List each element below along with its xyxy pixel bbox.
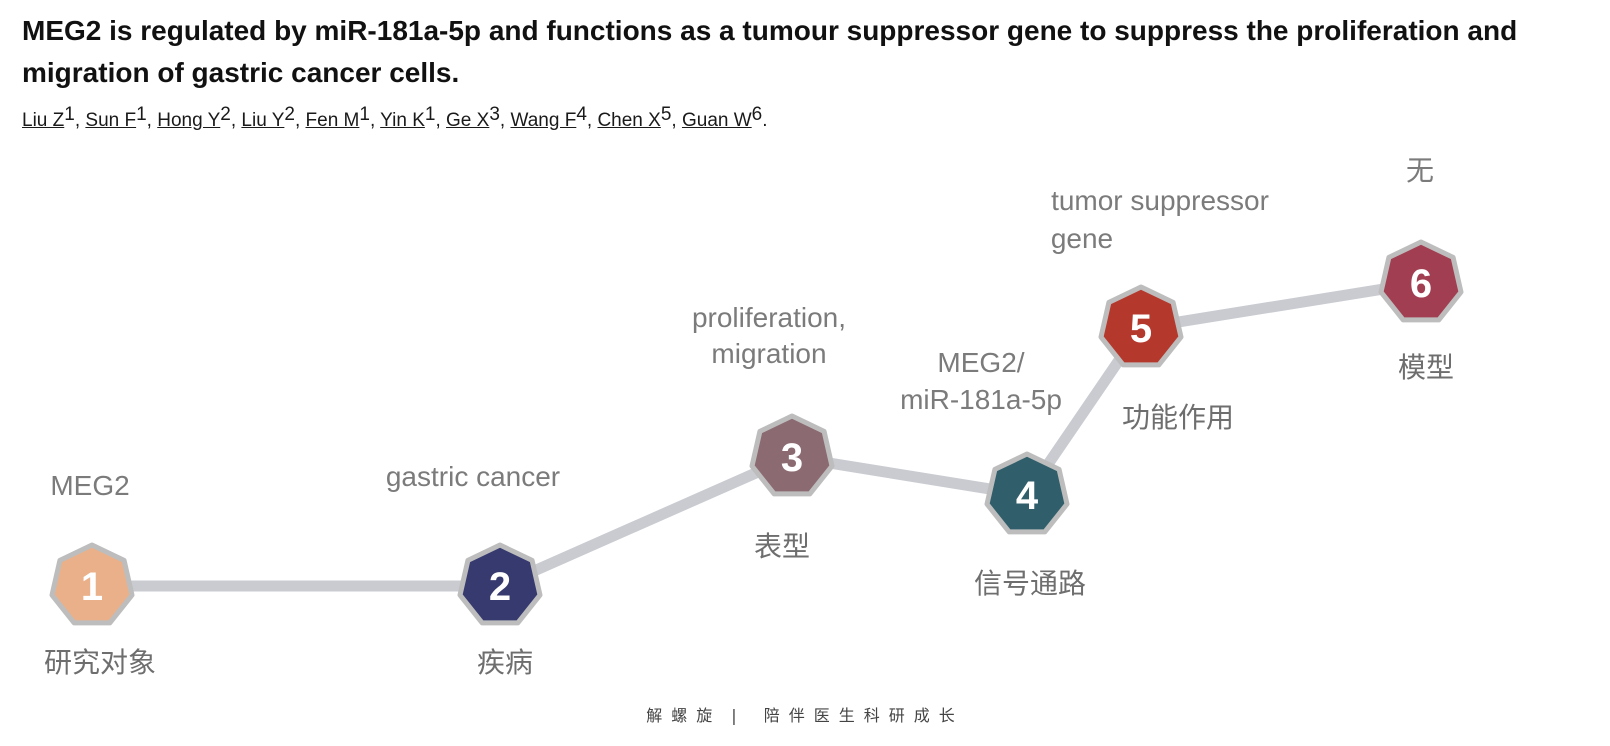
author-list-end: .	[762, 110, 768, 131]
step-label: migration	[711, 338, 826, 369]
paper-title: MEG2 is regulated by miR-181a-5p and fun…	[22, 15, 1518, 88]
step-badge-heptagon	[749, 413, 835, 497]
author-link[interactable]: Chen X	[597, 110, 661, 131]
author-affiliation: 2	[220, 104, 231, 125]
step-badge-heptagon	[984, 451, 1070, 535]
footer-brand: 解螺旋 | 陪伴医生科研成长	[0, 702, 1610, 726]
connector-line	[1135, 277, 1427, 334]
step-number: 1	[81, 565, 103, 609]
step-badge-heptagon	[49, 542, 135, 626]
step-label: MEG2/	[937, 347, 1024, 378]
author-link[interactable]: Ge X	[446, 110, 490, 131]
step-label: gene	[1051, 223, 1113, 254]
author-affiliation: 1	[64, 104, 75, 125]
step-number: 2	[489, 565, 511, 609]
step-3: 3 proliferation, migration 表型	[692, 302, 846, 563]
author-affiliation: 3	[489, 104, 500, 125]
author-affiliation: 4	[576, 104, 587, 125]
step-number: 6	[1410, 262, 1432, 306]
author-link[interactable]: Hong Y	[157, 110, 221, 131]
author-affiliation: 1	[359, 104, 370, 125]
author-list: Liu Z1, Sun F1, Hong Y2, Liu Y2, Fen M1,…	[22, 104, 768, 131]
step-category: 研究对象	[44, 646, 156, 679]
author-link[interactable]: Liu Z	[22, 110, 65, 131]
step-category: 疾病	[477, 646, 533, 679]
step-label: MEG2	[50, 470, 129, 501]
author-affiliation: 1	[424, 104, 436, 125]
footer-brand-name: 解螺旋	[646, 706, 722, 725]
step-category: 信号通路	[974, 567, 1086, 600]
author-link[interactable]: Liu Y	[241, 110, 285, 131]
author-affiliation: 6	[751, 104, 763, 125]
step-category: 表型	[754, 530, 810, 563]
step-badge-heptagon	[1098, 284, 1184, 368]
step-label: proliferation,	[692, 302, 846, 333]
step-6: 6 无模型	[1378, 155, 1464, 384]
footer-separator: |	[731, 706, 746, 725]
step-label: 无	[1406, 155, 1434, 186]
author-affiliation: 2	[284, 104, 295, 125]
step-label: tumor suppressor	[1051, 185, 1269, 216]
author-link[interactable]: Wang F	[510, 110, 577, 131]
author-link[interactable]: Guan W	[681, 110, 752, 131]
step-number: 3	[781, 436, 803, 480]
step-category: 模型	[1398, 351, 1454, 384]
step-number: 4	[1016, 474, 1039, 518]
step-category: 功能作用	[1122, 401, 1234, 434]
author-affiliation: 1	[136, 104, 147, 125]
author-link[interactable]: Fen M	[305, 110, 360, 131]
author-link[interactable]: Sun F	[85, 110, 137, 131]
step-2: 2 gastric cancer 疾病	[386, 461, 560, 679]
step-badge-heptagon	[457, 542, 543, 626]
author-link[interactable]: Yin K	[380, 110, 425, 131]
step-5: 5 tumor suppressor gene 功能作用	[1051, 185, 1269, 434]
step-4: 4 MEG2/miR-181a-5p 信号通路	[900, 347, 1086, 600]
step-label: miR-181a-5p	[900, 384, 1062, 415]
step-number: 5	[1130, 307, 1152, 351]
step-1: 1 MEG2 研究对象	[44, 470, 156, 679]
footer-slogan: 陪伴医生科研成长	[763, 706, 964, 725]
connector-line	[494, 451, 798, 592]
step-badge-heptagon	[1378, 239, 1464, 323]
step-label: gastric cancer	[386, 461, 560, 492]
author-affiliation: 5	[660, 104, 672, 125]
